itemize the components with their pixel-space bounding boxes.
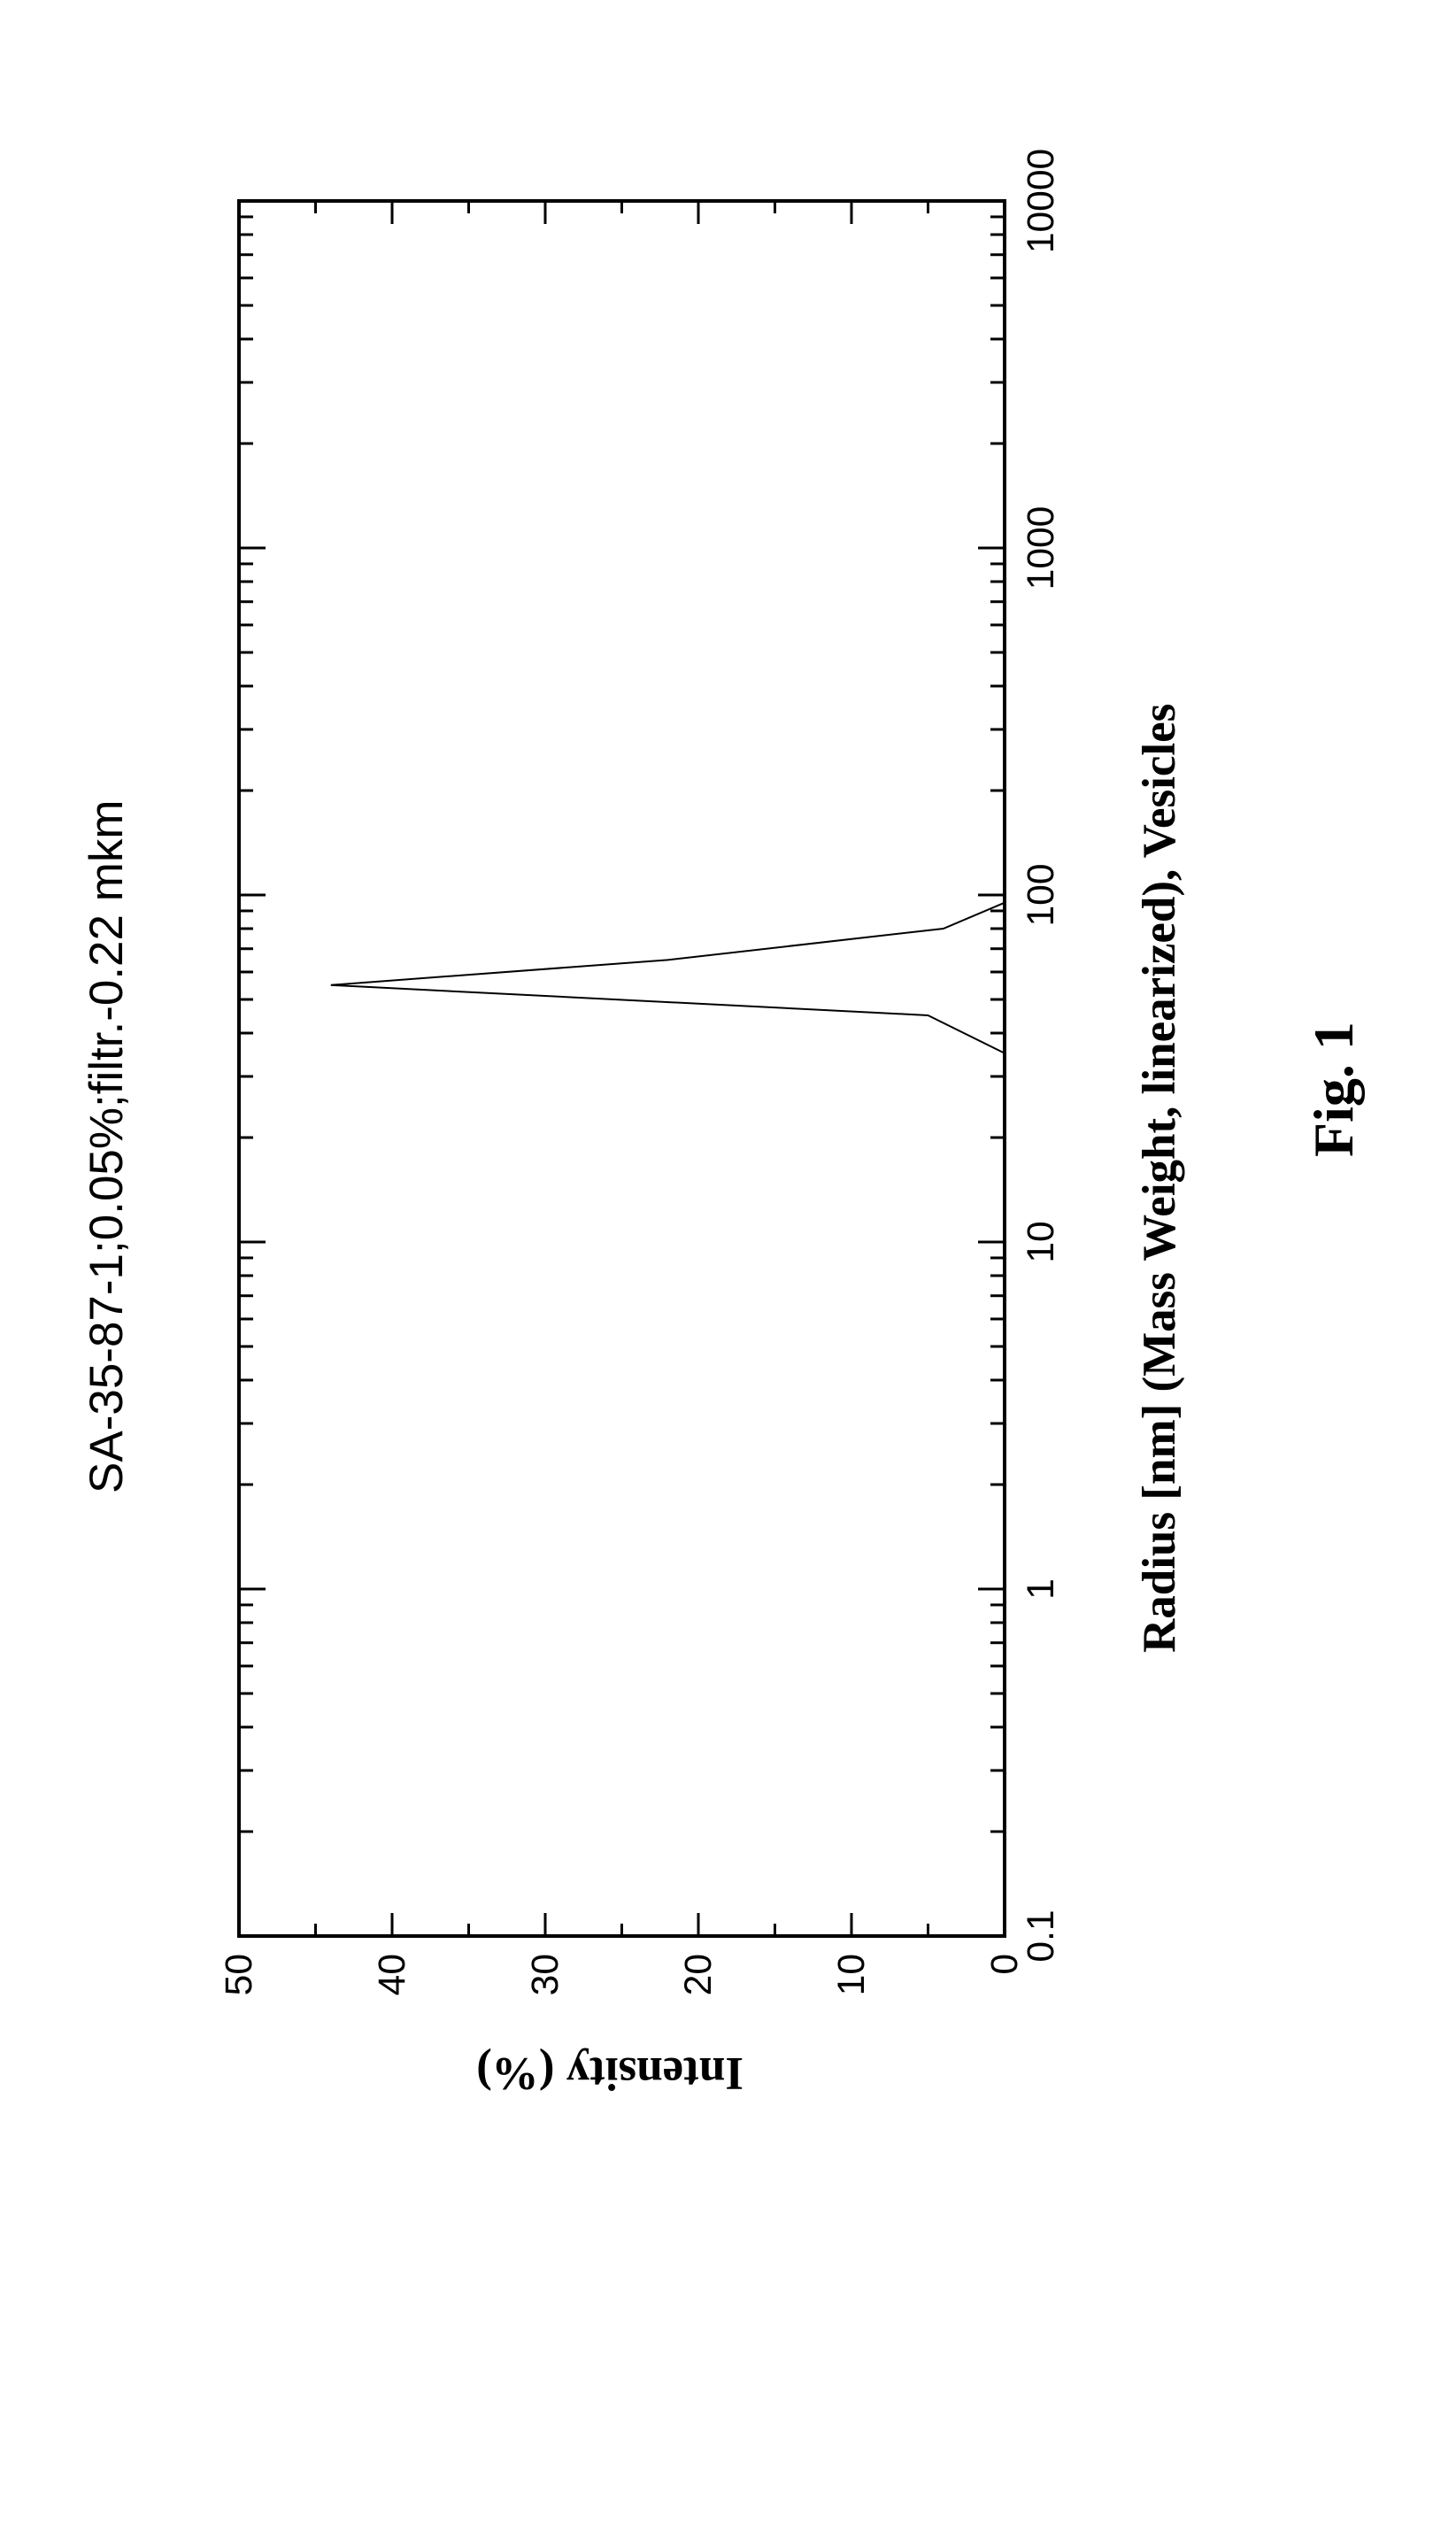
- data-series: [331, 201, 1005, 1936]
- chart-plot: 010203040500.1110100100010000: [0, 0, 1456, 2538]
- figure-container: SA-35-87-1;0.05%;filtr.-0.22 mkm 0102030…: [0, 0, 1456, 2538]
- y-tick-label: 10: [830, 1954, 873, 1995]
- x-tick-label: 1000: [1020, 506, 1062, 590]
- x-tick-label: 0.1: [1020, 1909, 1062, 1962]
- x-tick-label: 10: [1020, 1221, 1062, 1262]
- y-axis-label: Intensity (%): [476, 2047, 743, 2100]
- y-tick-label: 20: [677, 1954, 720, 1995]
- y-tick-label: 30: [524, 1954, 566, 1995]
- figure-caption: Fig. 1: [1301, 1022, 1367, 1157]
- y-tick-label: 50: [218, 1954, 260, 1995]
- x-axis-label: Radius [nm] (Mass Weight, linearized), V…: [1133, 704, 1186, 1653]
- x-tick-label: 100: [1020, 864, 1062, 927]
- x-tick-label: 1: [1020, 1578, 1062, 1600]
- x-tick-label: 10000: [1020, 149, 1062, 253]
- y-tick-label: 40: [371, 1954, 413, 1995]
